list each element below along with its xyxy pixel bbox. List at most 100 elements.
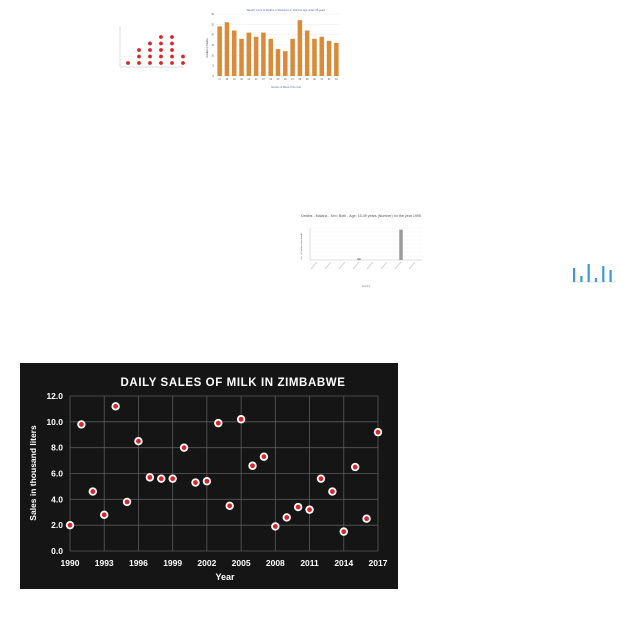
y-tick-label: 10.0 — [46, 417, 63, 427]
y-tick-label: 5 — [213, 65, 215, 68]
bar — [239, 38, 244, 76]
bar — [602, 266, 605, 282]
x-tick-label: 1999 — [163, 558, 182, 568]
x-tick-label: 17 — [218, 78, 221, 81]
dot-mark — [148, 48, 152, 52]
dot-mark — [170, 48, 174, 52]
bar — [399, 229, 403, 260]
dot-mark — [148, 61, 152, 65]
data-point — [136, 438, 141, 444]
x-tick-label: 1990 — [61, 558, 80, 568]
axis-ticks: 0.0 2.0 4.0 6.0 8.0 10.0 12.0 1990 1993 1996 1999 2… — [46, 391, 387, 568]
dot-mark — [170, 41, 174, 46]
x-tick-label: 30 — [313, 78, 316, 81]
x-tick-label: 20 — [240, 78, 243, 81]
weekly-deaths-bar-chart-thumbnail: Weekly count of Deaths in Wisconsin in 2… — [206, 8, 340, 89]
x-tick-label: 31 — [320, 78, 323, 81]
data-points — [65, 402, 383, 536]
weekly-chart-title: Weekly count of Deaths in Wisconsin in 2… — [247, 8, 326, 12]
dot-mark — [159, 35, 163, 39]
dot-mark — [159, 48, 163, 52]
data-point — [158, 476, 164, 482]
x-tick-label: 2002 — [197, 558, 216, 568]
x-tick-label: 29 — [306, 78, 309, 81]
y-tick-label: 10 — [211, 54, 214, 57]
dot-mark — [181, 61, 185, 65]
bar — [312, 38, 317, 76]
x-tick-label: 18 — [226, 78, 229, 81]
data-point — [295, 504, 301, 510]
bar — [275, 49, 281, 76]
bar — [594, 278, 598, 282]
dot-mark — [137, 61, 141, 65]
data-point — [215, 420, 221, 426]
x-tick-label: 2008 — [266, 558, 285, 568]
y-tick-label: 4.0 — [51, 494, 63, 504]
malaria-chart-ylabel: No. of Deaths in thousands — [300, 232, 303, 259]
y-tick-label: 30 — [211, 13, 214, 16]
dot-mark — [170, 61, 174, 65]
blue-bar-chart-thumbnail — [570, 264, 616, 283]
data-point — [204, 478, 210, 484]
x-tick-label: 26 — [284, 78, 287, 81]
data-point — [67, 522, 73, 528]
y-tick-label: 2.0 — [51, 520, 63, 530]
dot-mark — [181, 54, 185, 59]
x-tick-label: 27 — [291, 78, 294, 81]
chart-background — [20, 363, 398, 589]
y-tick-label: 15 — [211, 44, 214, 47]
x-tick-label: 33 — [335, 78, 338, 81]
bar — [231, 30, 237, 76]
x-tick-label: 2017 — [369, 558, 388, 568]
x-tick-label: 24 — [269, 78, 272, 81]
data-point — [79, 422, 84, 427]
malaria-chart-xlabel: Country — [362, 285, 371, 288]
x-tick-label: 25 — [277, 78, 280, 81]
x-tick-label: 22 — [255, 78, 258, 81]
bar — [357, 258, 361, 260]
y-tick-label: 8.0 — [51, 443, 63, 453]
x-tick-label: 21 — [247, 78, 250, 81]
data-point — [90, 489, 96, 494]
bar — [587, 264, 590, 282]
category-label — [408, 261, 416, 270]
dot-mark — [137, 54, 141, 59]
weekly-chart-xlabel: Number of Week of the Year — [271, 86, 301, 89]
data-point — [329, 489, 335, 494]
data-point — [318, 476, 324, 482]
y-tick-label: 12.0 — [46, 391, 63, 401]
y-tick-label: 0 — [213, 75, 215, 78]
data-point — [193, 480, 198, 485]
dot-mark — [137, 48, 141, 52]
x-tick-label: 28 — [299, 78, 302, 81]
bar — [319, 36, 325, 76]
category-label — [338, 261, 346, 270]
data-point — [238, 416, 244, 422]
y-tick-label: 6.0 — [51, 469, 63, 479]
data-point — [364, 516, 369, 522]
data-point — [307, 507, 312, 513]
bar — [304, 30, 310, 76]
milk-sales-scatter-chart: DAILY SALES OF MILK IN ZIMBABWE 0.0 2.0 4.… — [20, 363, 398, 589]
dot-mark — [159, 61, 163, 65]
malaria-bar-chart-thumbnail: Deaths - Malaria - Sex: Both - Age: 15-4… — [300, 214, 422, 288]
x-axis-label: Year — [215, 572, 235, 582]
bar — [334, 42, 339, 76]
bar — [246, 32, 252, 76]
bar — [297, 20, 303, 76]
chart-title: DAILY SALES OF MILK IN ZIMBABWE — [121, 377, 346, 389]
bar — [573, 268, 576, 282]
data-point — [124, 499, 130, 505]
x-tick-label: 19 — [233, 78, 236, 81]
category-label — [394, 261, 402, 270]
y-axis-label: Sales in thousand liters — [28, 425, 38, 521]
x-tick-label: 1996 — [129, 558, 148, 568]
data-point — [341, 529, 347, 535]
bar — [253, 36, 259, 76]
x-tick-label: 2005 — [232, 558, 251, 568]
data-point — [113, 403, 119, 409]
malaria-chart-title: Deaths - Malaria - Sex: Both - Age: 15-4… — [301, 214, 421, 218]
data-point — [261, 454, 267, 460]
bar — [326, 40, 332, 76]
category-label — [310, 261, 318, 270]
